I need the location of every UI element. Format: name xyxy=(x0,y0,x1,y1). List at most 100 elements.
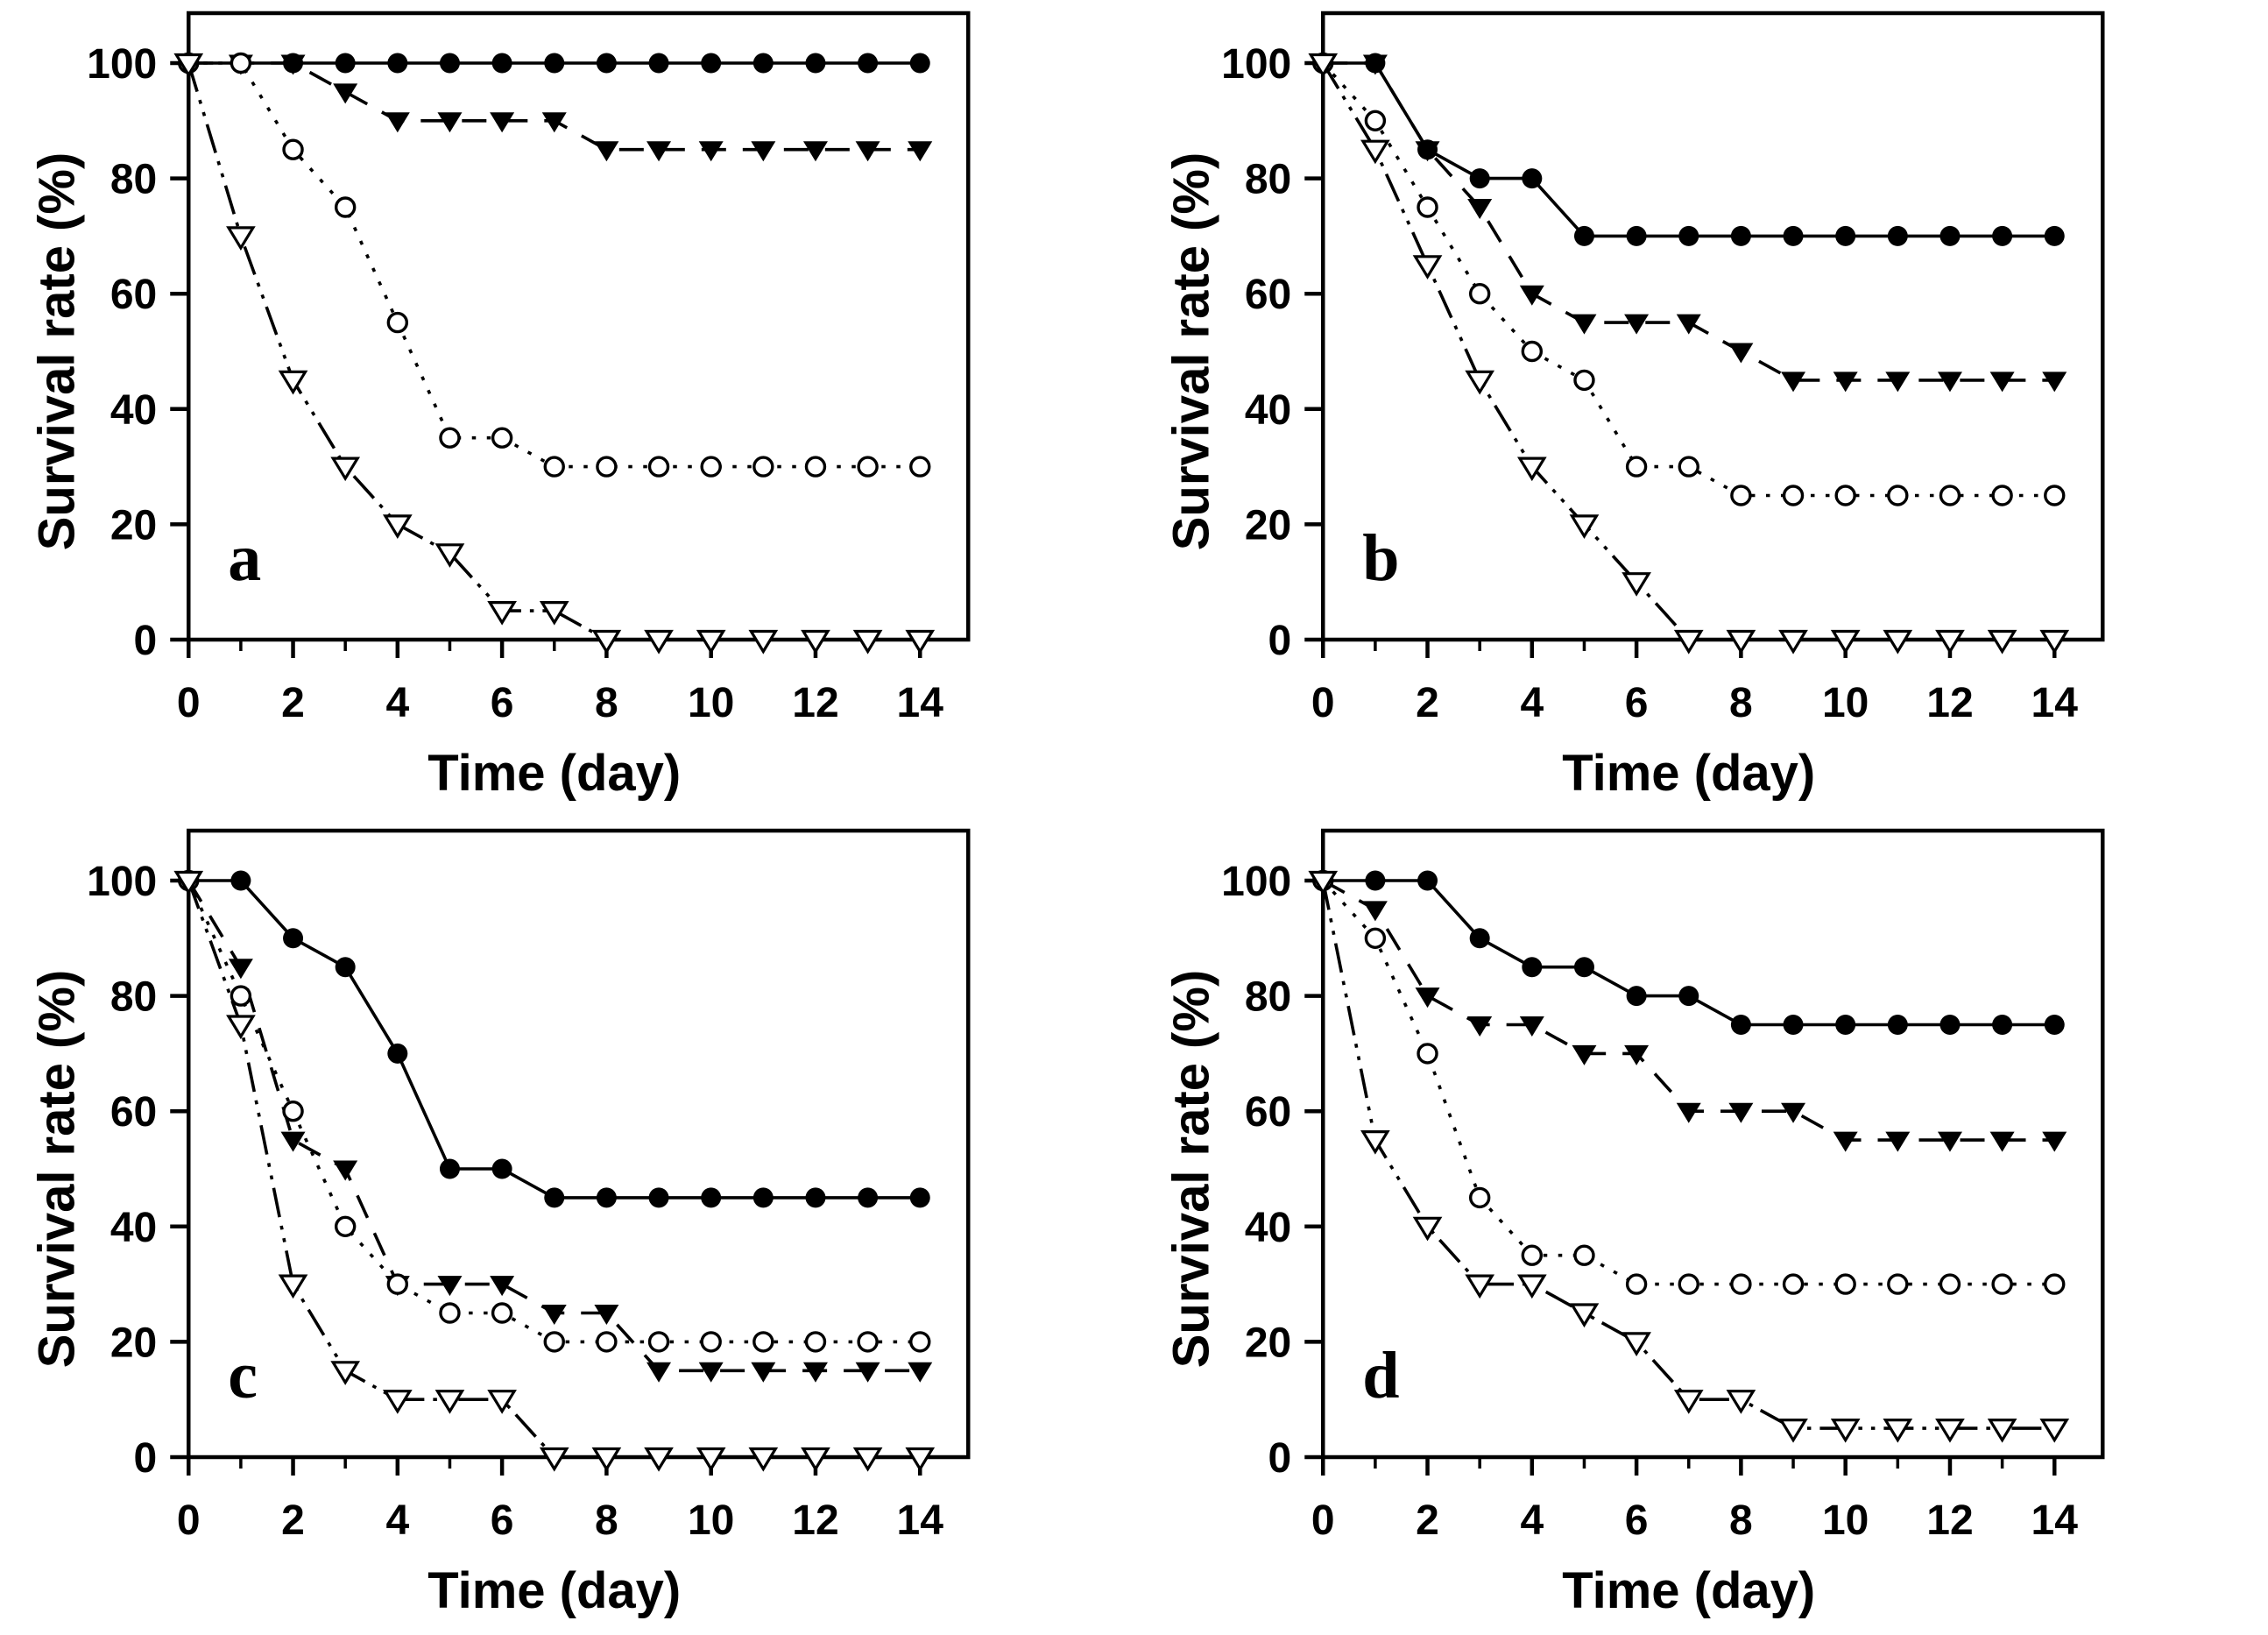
open-circle-marker xyxy=(1521,340,1543,363)
open-triangle-down-marker xyxy=(852,1447,883,1472)
open-triangle-down-marker xyxy=(591,629,622,655)
open-circle-marker xyxy=(282,138,304,160)
filled-circle-marker xyxy=(1573,225,1594,246)
x-axis-tick-label: 4 xyxy=(1520,680,1544,726)
y-axis-tick-label: 60 xyxy=(1244,1089,1290,1136)
x-axis-tick-label: 10 xyxy=(688,680,734,726)
x-axis-tick-label: 0 xyxy=(1311,1497,1334,1544)
filled-triangle-down-marker xyxy=(1466,1016,1492,1037)
filled-circle-group-line xyxy=(188,879,921,1200)
filled-circle-marker xyxy=(1783,1015,1804,1035)
y-axis-tick-label: 60 xyxy=(1244,272,1290,318)
x-axis-title: Time (day) xyxy=(427,1562,681,1619)
open-triangle-down-marker xyxy=(1307,870,1338,895)
filled-circle-marker xyxy=(491,1158,512,1179)
filled-triangle-down-marker xyxy=(1780,372,1805,393)
open-circle-marker xyxy=(596,456,618,478)
filled-triangle-group-line xyxy=(1321,879,2054,1142)
filled-circle-marker xyxy=(1469,168,1490,189)
filled-circle-marker xyxy=(335,957,356,978)
open-circle-marker xyxy=(1729,1273,1752,1295)
open-triangle-down-marker xyxy=(1987,1418,2017,1443)
filled-circle-marker xyxy=(2044,1015,2065,1035)
open-triangle-down-marker xyxy=(330,1361,361,1385)
panel-c-chart: 0 20 40 60 80 100 0 2 4 6 8 10 12 14 Time (day) Surviva… xyxy=(28,828,971,1619)
x-axis-tick-label: 2 xyxy=(281,1497,305,1544)
open-triangle-down-marker xyxy=(1726,1390,1756,1414)
filled-circle-marker xyxy=(1887,1015,1908,1035)
open-triangle-down-marker xyxy=(539,600,569,626)
open-circle-marker xyxy=(543,1331,565,1353)
x-axis-tick-label: 4 xyxy=(385,680,409,726)
open-circle-marker xyxy=(334,1215,357,1237)
open-triangle-down-marker xyxy=(1777,1418,1808,1443)
open-circle-marker xyxy=(1625,1273,1647,1295)
filled-triangle-down-marker xyxy=(1623,314,1649,335)
x-axis-tick-label: 0 xyxy=(177,1497,201,1544)
open-triangle-down-marker xyxy=(226,226,256,251)
filled-triangle-down-marker xyxy=(698,141,724,162)
x-axis-tick-label: 6 xyxy=(1624,1497,1648,1544)
open-triangle-down-marker xyxy=(696,629,726,655)
filled-circle-marker xyxy=(1626,986,1647,1007)
filled-circle-marker xyxy=(1469,928,1490,949)
open-circle-marker xyxy=(1416,1043,1438,1065)
filled-circle-marker xyxy=(2044,225,2065,246)
x-axis-tick-label: 14 xyxy=(897,1497,944,1544)
filled-circle-marker xyxy=(387,53,408,74)
open-triangle-down-marker xyxy=(226,1015,256,1040)
x-axis-tick-label: 6 xyxy=(491,1497,514,1544)
filled-triangle-down-marker xyxy=(855,1362,880,1383)
filled-triangle-down-marker xyxy=(333,83,358,104)
x-axis-tick-label: 12 xyxy=(1926,1497,1973,1544)
filled-triangle-down-marker xyxy=(594,1305,619,1325)
x-axis-tick-label: 10 xyxy=(1821,680,1868,726)
filled-circle-marker xyxy=(805,53,826,74)
filled-triangle-down-marker xyxy=(280,54,306,75)
y-axis-tick-label: 20 xyxy=(1244,1320,1290,1366)
filled-triangle-down-marker xyxy=(541,112,567,133)
y-axis-tick-label: 40 xyxy=(1244,387,1290,434)
filled-circle-marker xyxy=(1730,225,1751,246)
y-axis-title: Survival rate (%) xyxy=(28,152,85,551)
filled-triangle-down-marker xyxy=(646,1362,672,1383)
panel-d: 0 20 40 60 80 100 0 2 4 6 8 10 12 14 Time (day) Surviva… xyxy=(1134,818,2268,1635)
open-circle-marker xyxy=(491,1302,513,1324)
filled-circle-marker xyxy=(1834,225,1855,246)
open-circle-marker xyxy=(1990,485,2013,506)
x-axis-tick-label: 6 xyxy=(491,680,514,726)
x-axis-tick-label: 8 xyxy=(595,680,618,726)
filled-circle-marker xyxy=(230,870,251,891)
x-axis-tick-label: 0 xyxy=(177,680,201,726)
filled-triangle-down-marker xyxy=(855,141,880,162)
y-axis-tick-label: 20 xyxy=(110,502,157,549)
plot-border xyxy=(187,11,971,642)
filled-triangle-down-marker xyxy=(1519,285,1544,306)
y-axis-tick-label: 100 xyxy=(87,41,157,88)
open-circle-marker xyxy=(1886,485,1909,506)
panel-letter-a: a xyxy=(228,521,261,595)
open-triangle-down-marker xyxy=(173,870,204,895)
filled-triangle-down-marker xyxy=(437,1276,463,1297)
filled-circle-marker xyxy=(805,1187,826,1208)
panel-letter-b: b xyxy=(1362,521,1399,595)
y-axis-tick-label: 80 xyxy=(110,974,157,1021)
filled-circle-marker xyxy=(544,53,565,74)
filled-triangle-down-marker xyxy=(594,141,619,162)
filled-circle-marker xyxy=(858,1187,879,1208)
open-triangle-down-marker xyxy=(1307,53,1338,78)
x-axis-tick-label: 10 xyxy=(1821,1497,1868,1544)
open-circle-marker xyxy=(543,456,565,478)
open-circle-marker xyxy=(1572,1244,1595,1266)
open-circle-marker xyxy=(700,1331,722,1353)
open-triangle-down-marker xyxy=(801,1447,830,1472)
filled-triangle-down-marker xyxy=(1884,372,1910,393)
filled-triangle-down-marker xyxy=(908,141,933,162)
filled-circle-marker xyxy=(1783,225,1804,246)
filled-circle-marker xyxy=(752,53,774,74)
filled-circle-marker xyxy=(1991,1015,2012,1035)
filled-triangle-down-marker xyxy=(1727,343,1753,364)
open-circle-marker xyxy=(334,196,357,218)
filled-triangle-down-marker xyxy=(2041,1131,2067,1152)
